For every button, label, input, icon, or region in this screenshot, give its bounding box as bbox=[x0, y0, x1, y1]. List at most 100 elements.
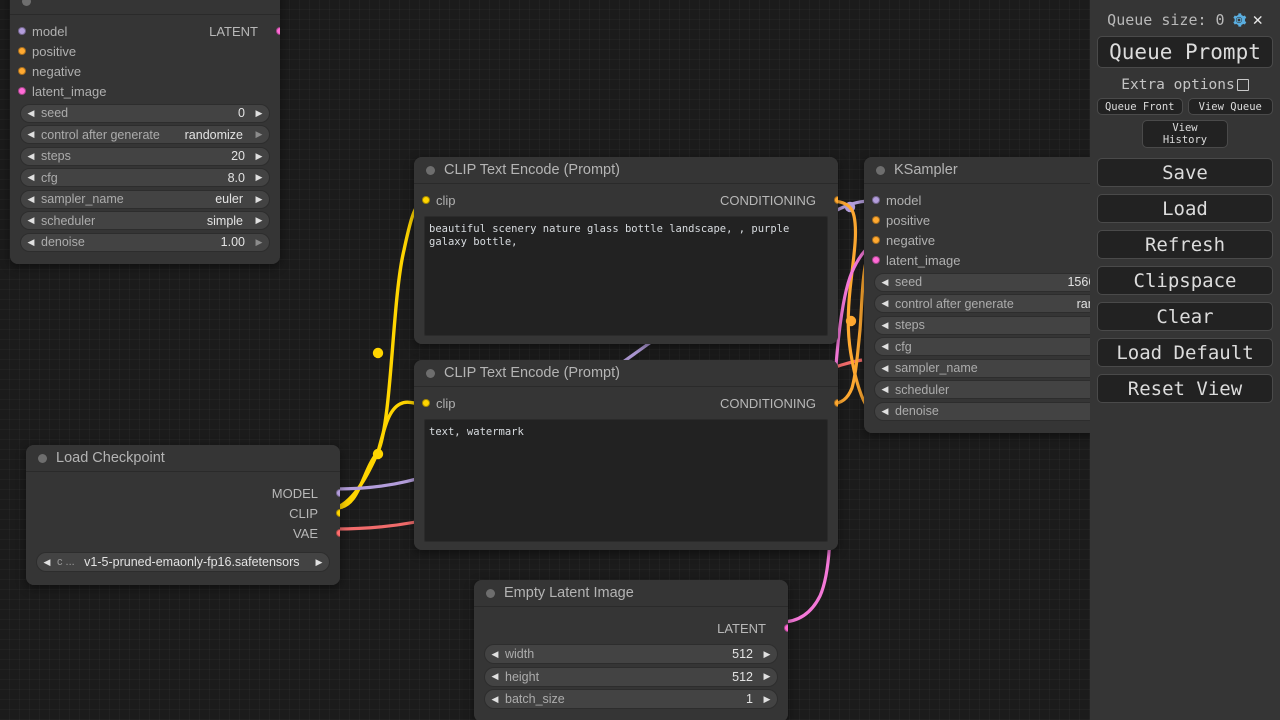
input-slot-latent-image[interactable]: latent_image bbox=[10, 81, 280, 101]
output-slot-latent[interactable]: LATENT bbox=[10, 21, 280, 41]
decrement-arrow-icon[interactable]: ◀ bbox=[27, 150, 35, 161]
widget-scheduler[interactable]: ◀ scheduler simple ▶ bbox=[20, 211, 270, 230]
node-ksampler-top-left[interactable]: model LATENT positive negative bbox=[10, 0, 280, 264]
widget-denoise[interactable]: ◀ denoise 1.00 ▶ bbox=[20, 232, 270, 252]
widget-seed[interactable]: ◀ seed 0 ▶ bbox=[20, 103, 270, 123]
widget-steps[interactable]: ◀ steps bbox=[874, 315, 1090, 335]
input-slot-model[interactable]: model bbox=[864, 190, 1090, 210]
next-arrow-icon[interactable]: ▶ bbox=[315, 556, 323, 567]
widget-steps[interactable]: ◀ steps 20 ▶ bbox=[20, 146, 270, 166]
next-arrow-icon[interactable]: ▶ bbox=[255, 215, 263, 225]
gear-icon[interactable] bbox=[1231, 12, 1247, 28]
slot-point-positive[interactable] bbox=[18, 47, 26, 55]
node-ksampler[interactable]: KSampler model positive negative latent bbox=[864, 157, 1090, 433]
widget-cfg[interactable]: ◀ cfg 8.0 ▶ bbox=[20, 168, 270, 187]
close-icon[interactable]: ✕ bbox=[1252, 9, 1263, 30]
load-default-button[interactable]: Load Default bbox=[1097, 338, 1273, 367]
output-slot-model[interactable]: MODEL bbox=[26, 483, 340, 503]
prev-arrow-icon[interactable]: ◀ bbox=[881, 298, 889, 308]
collapse-dot-icon[interactable] bbox=[486, 588, 495, 598]
widget-sampler-name[interactable]: ◀ sampler_name bbox=[874, 358, 1090, 378]
slot-point-model[interactable] bbox=[336, 489, 340, 497]
collapse-dot-icon[interactable] bbox=[22, 0, 31, 6]
slot-point-negative[interactable] bbox=[18, 67, 26, 75]
input-slot-latent-image[interactable]: latent_image bbox=[864, 250, 1090, 270]
node-empty-latent-image[interactable]: Empty Latent Image LATENT ◀ width 512 ▶ … bbox=[474, 580, 788, 720]
input-slot-negative[interactable]: negative bbox=[864, 230, 1090, 250]
decrement-arrow-icon[interactable]: ◀ bbox=[27, 236, 35, 247]
widget-control-after-generate[interactable]: ◀ control after generate randomize bbox=[874, 294, 1090, 313]
increment-arrow-icon[interactable]: ▶ bbox=[763, 648, 771, 659]
widget-height[interactable]: ◀ height 512 ▶ bbox=[484, 666, 778, 687]
decrement-arrow-icon[interactable]: ◀ bbox=[27, 107, 35, 118]
next-arrow-icon[interactable]: ▶ bbox=[255, 193, 263, 204]
prev-arrow-icon[interactable]: ◀ bbox=[27, 215, 35, 225]
decrement-arrow-icon[interactable]: ◀ bbox=[491, 671, 499, 681]
prev-arrow-icon[interactable]: ◀ bbox=[27, 129, 35, 139]
decrement-arrow-icon[interactable]: ◀ bbox=[491, 648, 499, 659]
slot-point-negative[interactable] bbox=[872, 236, 880, 244]
output-slot-clip[interactable]: CLIP bbox=[26, 503, 340, 523]
increment-arrow-icon[interactable]: ▶ bbox=[763, 671, 771, 681]
prev-arrow-icon[interactable]: ◀ bbox=[27, 193, 35, 204]
slot-point-conditioning[interactable] bbox=[834, 399, 838, 407]
prev-arrow-icon[interactable]: ◀ bbox=[881, 384, 889, 394]
increment-arrow-icon[interactable]: ▶ bbox=[255, 236, 263, 247]
decrement-arrow-icon[interactable]: ◀ bbox=[881, 276, 889, 287]
node-clip-text-encode-positive[interactable]: CLIP Text Encode (Prompt) clip CONDITION… bbox=[414, 157, 838, 344]
widget-cfg[interactable]: ◀ cfg bbox=[874, 337, 1090, 356]
widget-scheduler[interactable]: ◀ scheduler bbox=[874, 380, 1090, 399]
slot-point-latent[interactable] bbox=[276, 27, 280, 35]
decrement-arrow-icon[interactable]: ◀ bbox=[881, 405, 889, 416]
refresh-button[interactable]: Refresh bbox=[1097, 230, 1273, 259]
node-clip-text-encode-negative[interactable]: CLIP Text Encode (Prompt) clip CONDITION… bbox=[414, 360, 838, 550]
widget-width[interactable]: ◀ width 512 ▶ bbox=[484, 644, 778, 664]
slot-point-latent-image[interactable] bbox=[872, 256, 880, 264]
prev-arrow-icon[interactable]: ◀ bbox=[43, 556, 51, 567]
input-slot-positive[interactable]: positive bbox=[10, 41, 280, 61]
slot-point-positive[interactable] bbox=[872, 216, 880, 224]
collapse-dot-icon[interactable] bbox=[426, 165, 435, 175]
output-slot-vae[interactable]: VAE bbox=[26, 523, 340, 543]
collapse-dot-icon[interactable] bbox=[876, 165, 885, 175]
output-slot-latent[interactable]: LATENT bbox=[474, 618, 788, 638]
input-slot-negative[interactable]: negative bbox=[10, 61, 280, 81]
increment-arrow-icon[interactable]: ▶ bbox=[255, 107, 263, 118]
prompt-textarea[interactable]: beautiful scenery nature glass bottle la… bbox=[424, 216, 828, 336]
decrement-arrow-icon[interactable]: ◀ bbox=[881, 319, 889, 330]
increment-arrow-icon[interactable]: ▶ bbox=[255, 172, 263, 182]
graph-canvas[interactable]: model LATENT positive negative bbox=[0, 0, 1090, 720]
slot-point-conditioning[interactable] bbox=[834, 196, 838, 204]
input-slot-positive[interactable]: positive bbox=[864, 210, 1090, 230]
extra-options-checkbox[interactable] bbox=[1236, 79, 1249, 91]
input-slot-model[interactable]: model bbox=[10, 21, 280, 41]
increment-arrow-icon[interactable]: ▶ bbox=[255, 150, 263, 161]
queue-prompt-button[interactable]: Queue Prompt bbox=[1097, 36, 1273, 68]
prompt-textarea[interactable]: text, watermark bbox=[424, 419, 828, 542]
collapse-dot-icon[interactable] bbox=[426, 368, 435, 378]
widget-batch-size[interactable]: ◀ batch_size 1 ▶ bbox=[484, 689, 778, 709]
decrement-arrow-icon[interactable]: ◀ bbox=[491, 693, 499, 704]
widget-ckpt-name[interactable]: ◀ c ... v1-5-pruned-emaonly-fp16.safeten… bbox=[36, 552, 330, 572]
load-button[interactable]: Load bbox=[1097, 194, 1273, 223]
clipspace-button[interactable]: Clipspace bbox=[1097, 266, 1273, 295]
output-slot-conditioning[interactable]: CONDITIONING bbox=[720, 190, 838, 210]
slot-point-vae[interactable] bbox=[336, 529, 340, 537]
output-slot-conditioning[interactable]: CONDITIONING bbox=[720, 393, 838, 413]
decrement-arrow-icon[interactable]: ◀ bbox=[881, 341, 889, 351]
node-load-checkpoint[interactable]: Load Checkpoint MODEL CLIP VAE ◀ c ... bbox=[26, 445, 340, 585]
widget-seed[interactable]: ◀ seed 1566802081 bbox=[874, 272, 1090, 292]
slot-point-model[interactable] bbox=[18, 27, 26, 35]
input-slot-clip[interactable]: clip bbox=[414, 393, 456, 413]
slot-point-clip[interactable] bbox=[422, 399, 430, 407]
slot-point-latent[interactable] bbox=[784, 624, 788, 632]
slot-point-model[interactable] bbox=[872, 196, 880, 204]
decrement-arrow-icon[interactable]: ◀ bbox=[27, 172, 35, 182]
view-queue-button[interactable]: View Queue bbox=[1187, 98, 1273, 115]
slot-point-clip[interactable] bbox=[336, 509, 340, 517]
increment-arrow-icon[interactable]: ▶ bbox=[763, 693, 771, 704]
reset-view-button[interactable]: Reset View bbox=[1097, 374, 1273, 403]
view-history-button[interactable]: View History bbox=[1142, 120, 1228, 148]
widget-control-after-generate[interactable]: ◀ control after generate randomize ▶ bbox=[20, 125, 270, 144]
next-arrow-icon[interactable]: ▶ bbox=[255, 129, 263, 139]
